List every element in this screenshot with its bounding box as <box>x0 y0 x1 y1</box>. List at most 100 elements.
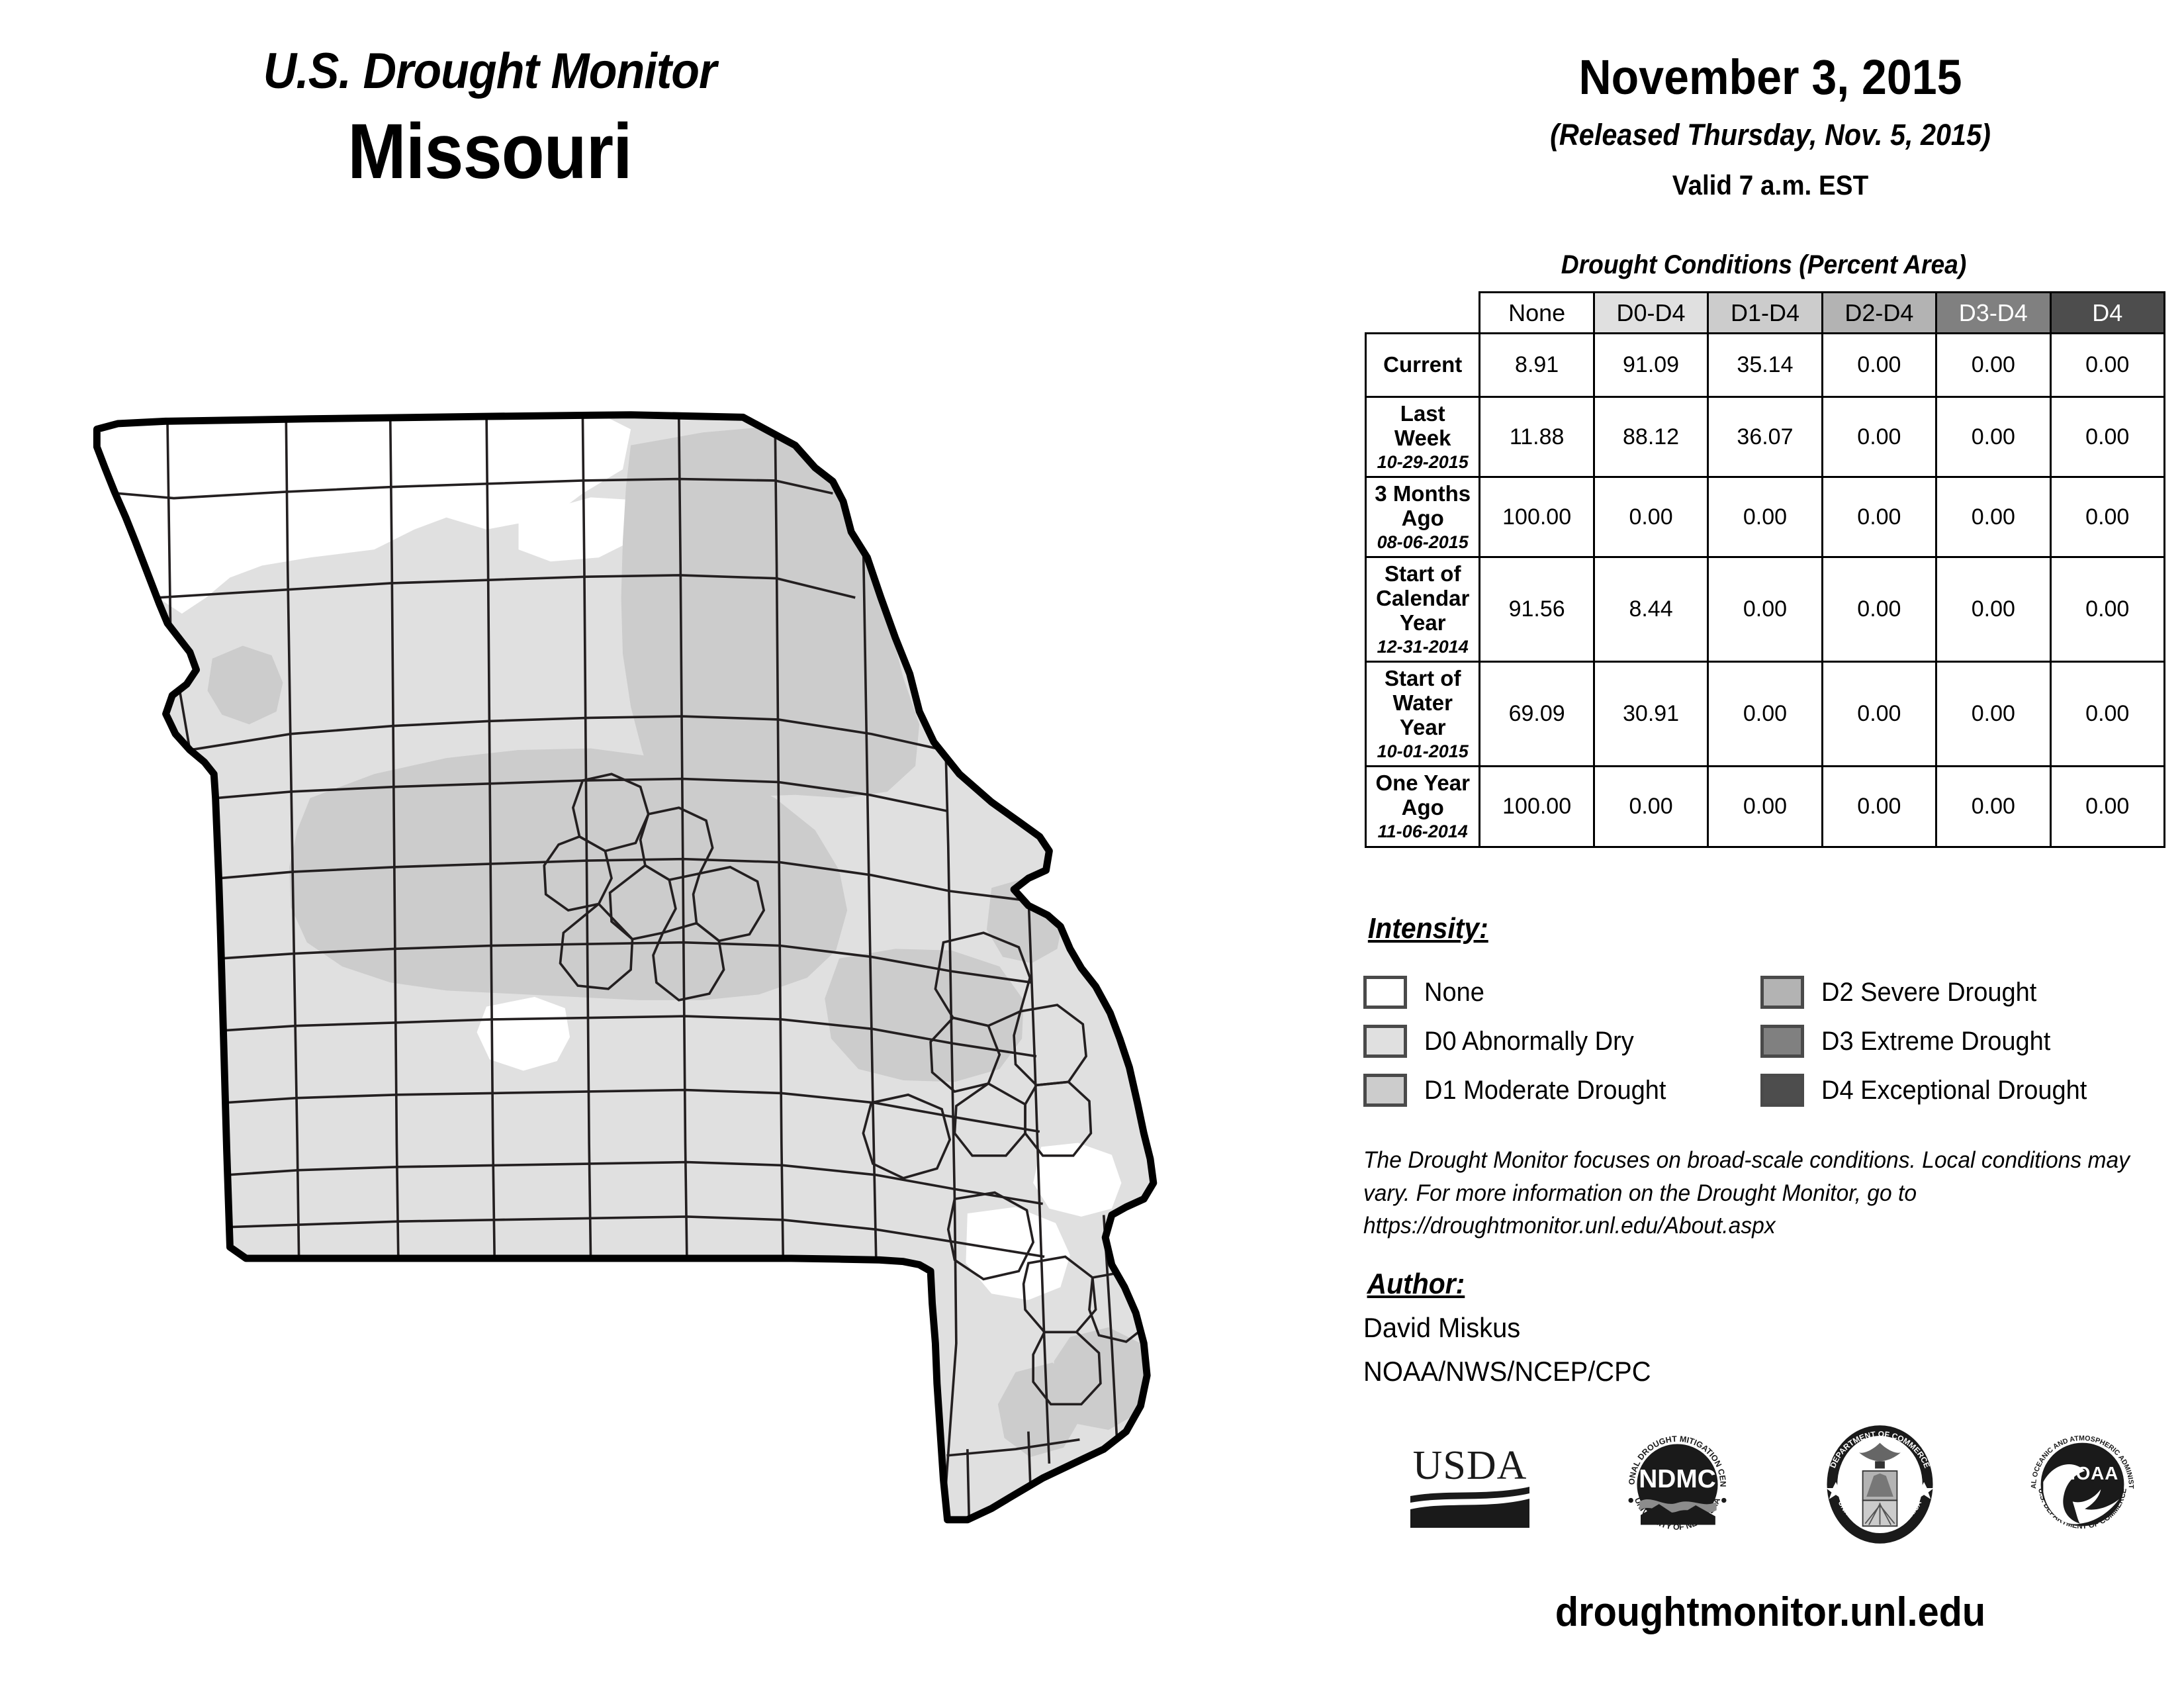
cell-4-3: 0.00 <box>1821 661 1938 768</box>
legend-swatch <box>1363 1025 1407 1058</box>
table-row: Current 8.91 91.09 35.14 0.00 0.00 0.00 <box>1364 332 2166 398</box>
cell-1-5: 0.00 <box>2049 395 2166 479</box>
legend-swatch <box>1760 976 1804 1009</box>
row-label: Start of Water Year 10-01-2015 <box>1364 661 1481 768</box>
table-col-header-d1-d4: D1-D4 <box>1707 291 1823 334</box>
disclaimer-text: The Drought Monitor focuses on broad-sca… <box>1363 1147 2130 1239</box>
shading-none-southeast <box>1033 1143 1122 1217</box>
row-date: 10-01-2015 <box>1377 741 1469 762</box>
cell-5-3: 0.00 <box>1821 765 1938 848</box>
legend-swatch <box>1363 1074 1407 1107</box>
table-col-header-d2-d4: D2-D4 <box>1821 291 1938 334</box>
valid-time: Valid 7 a.m. EST <box>1672 169 1869 201</box>
table-row: Start of Calendar Year 12-31-2014 91.56 8.44… <box>1364 556 2166 663</box>
shading-d1-eastcentral <box>825 949 1024 1082</box>
table-row: 3 Months Ago 08-06-2015 100.00 0.00 0.00 0.00… <box>1364 476 2166 559</box>
cell-5-0: 100.00 <box>1479 765 1595 848</box>
author-name: David Miskus <box>1363 1312 1521 1343</box>
cell-1-0: 11.88 <box>1479 395 1595 479</box>
shading-d1-bootwest <box>997 1362 1081 1458</box>
table-caption: Drought Conditions (Percent Area) <box>1561 250 1967 279</box>
row-label: Last Week 10-29-2015 <box>1364 395 1481 479</box>
missouri-drought-map[interactable] <box>66 397 1324 1536</box>
cell-2-0: 100.00 <box>1479 476 1595 559</box>
cell-3-0: 91.56 <box>1479 556 1595 663</box>
drought-shading-layer <box>97 414 1154 1520</box>
cell-5-5: 0.00 <box>2049 765 2166 848</box>
row-date: 10-29-2015 <box>1377 451 1469 472</box>
logo-row: USDA NATIONAL DROUGHT MITIGATION CENTER … <box>1363 1416 2184 1556</box>
row-label: Current <box>1364 332 1481 398</box>
footer-url[interactable]: droughtmonitor.unl.edu <box>1555 1589 1986 1635</box>
valid-date: November 3, 2015 <box>1578 50 1962 105</box>
table-corner-cell <box>1366 293 1480 334</box>
legend-label: None <box>1424 977 1484 1007</box>
shading-none-north <box>97 414 631 614</box>
title-block: U.S. Drought Monitor Missouri <box>0 46 979 193</box>
row-date: 08-06-2015 <box>1377 532 1469 553</box>
cell-4-4: 0.00 <box>1935 661 2052 768</box>
cell-2-5: 0.00 <box>2049 476 2166 559</box>
legend-item-d1-moderate-drought: D1 Moderate Drought <box>1363 1074 1760 1107</box>
cell-1-3: 0.00 <box>1821 395 1938 479</box>
state-title: Missouri <box>347 108 632 195</box>
shading-none-central-hole <box>477 997 570 1071</box>
shading-d1-central <box>289 748 848 1000</box>
row-date: 12-31-2014 <box>1377 637 1469 657</box>
row-date: 11-06-2014 <box>1377 821 1468 842</box>
release-date: (Released Thursday, Nov. 5, 2015) <box>1550 118 1991 152</box>
cell-0-3: 0.00 <box>1821 332 1938 398</box>
info-panel: November 3, 2015 (Released Thursday, Nov… <box>1357 0 2184 1688</box>
row-label: One Year Ago 11-06-2014 <box>1364 765 1481 848</box>
legend-label: D2 Severe Drought <box>1821 977 2037 1007</box>
intensity-legend: None D2 Severe Drought D0 Abnormally Dry D3… <box>1363 968 2177 1115</box>
legend-label: D3 Extreme Drought <box>1821 1026 2051 1056</box>
cell-4-2: 0.00 <box>1707 661 1823 768</box>
legend-label: D1 Moderate Drought <box>1424 1075 1666 1105</box>
cell-4-5: 0.00 <box>2049 661 2166 768</box>
department-of-commerce-logo: DEPARTMENT OF COMMERCE UNITED STATES OF … <box>1819 1423 1941 1549</box>
legend-label: D4 Exceptional Drought <box>1821 1075 2087 1105</box>
page-title: U.S. Drought Monitor <box>263 43 717 99</box>
cell-5-1: 0.00 <box>1592 765 1709 848</box>
missouri-state-outline <box>93 411 1158 1524</box>
table-row: Last Week 10-29-2015 11.88 88.12 36.07 0.00 0.… <box>1364 395 2166 479</box>
cell-0-5: 0.00 <box>2049 332 2166 398</box>
cell-1-1: 88.12 <box>1592 395 1709 479</box>
legend-swatch <box>1363 976 1407 1009</box>
table-col-header-d0-d4: D0-D4 <box>1592 291 1709 334</box>
cell-1-4: 0.00 <box>1935 395 2052 479</box>
legend-swatch <box>1760 1025 1804 1058</box>
table-col-header-d3-d4: D3-D4 <box>1935 291 2052 334</box>
cell-3-2: 0.00 <box>1707 556 1823 663</box>
drought-conditions-table: None D0-D4 D1-D4 D2-D4 D3-D4 D4 Current 8.91 91… <box>1364 291 2166 848</box>
legend-label: D0 Abnormally Dry <box>1424 1026 1634 1056</box>
legend-swatch <box>1760 1074 1804 1107</box>
cell-0-4: 0.00 <box>1935 332 2052 398</box>
cell-2-1: 0.00 <box>1592 476 1709 559</box>
cell-3-3: 0.00 <box>1821 556 1938 663</box>
table-header-row: None D0-D4 D1-D4 D2-D4 D3-D4 D4 <box>1366 291 2166 334</box>
table-col-header-none: None <box>1479 291 1595 334</box>
shading-none-northcentral <box>518 497 643 562</box>
cell-5-2: 0.00 <box>1707 765 1823 848</box>
table-row: One Year Ago 11-06-2014 100.00 0.00 0.00 0.00… <box>1364 765 2166 848</box>
cell-3-5: 0.00 <box>2049 556 2166 663</box>
svg-text:NOAA: NOAA <box>2062 1463 2118 1483</box>
cell-0-2: 35.14 <box>1707 332 1823 398</box>
noaa-logo: NATIONAL OCEANIC AND ATMOSPHERIC ADMINIS… <box>2019 1417 2144 1549</box>
table-row: Start of Water Year 10-01-2015 69.09 30.91 0.… <box>1364 661 2166 768</box>
shading-d1-northeast <box>621 426 920 814</box>
svg-text:USDA: USDA <box>1412 1443 1527 1488</box>
cell-0-0: 8.91 <box>1479 332 1595 398</box>
cell-3-4: 0.00 <box>1935 556 2052 663</box>
cell-0-1: 91.09 <box>1592 332 1709 398</box>
legend-item-d2-severe-drought: D2 Severe Drought <box>1760 976 2177 1009</box>
date-block: November 3, 2015 (Released Thursday, Nov… <box>1357 53 2184 201</box>
shading-d1-westnotch <box>207 645 283 725</box>
cell-2-2: 0.00 <box>1707 476 1823 559</box>
cell-4-1: 30.91 <box>1592 661 1709 768</box>
usda-logo: USDA <box>1404 1435 1536 1538</box>
author-heading: Author: <box>1367 1268 1465 1300</box>
legend-item-d3-extreme-drought: D3 Extreme Drought <box>1760 1025 2177 1058</box>
